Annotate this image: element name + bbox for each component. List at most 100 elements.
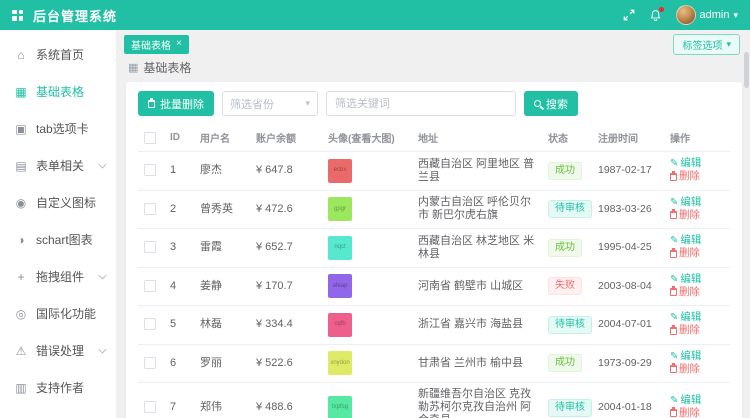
menu-grid-icon[interactable]	[12, 9, 23, 21]
chevron-down-icon	[98, 345, 107, 353]
sidebar-item-label: 拖拽组件	[36, 270, 85, 284]
trash-icon	[670, 363, 677, 373]
col-actions: 操作	[664, 124, 730, 152]
delete-button[interactable]: 删除	[670, 247, 700, 260]
sidebar-item-custom-icon[interactable]: ◉ 自定义图标	[0, 184, 116, 221]
main-area: 基础表格 × 标签选项 ▾ ▦ 基础表格 批量删除 筛选省份 ▾	[116, 30, 750, 418]
sidebar-item-drag[interactable]: + 拖拽组件	[0, 258, 116, 295]
tab-label: 基础表格	[131, 40, 171, 52]
batch-delete-button[interactable]: 批量删除	[138, 91, 214, 116]
avatar-thumbnail[interactable]: txpfsg	[328, 395, 352, 418]
avatar-thumbnail[interactable]: gpgr	[328, 197, 352, 222]
row-checkbox[interactable]	[144, 356, 156, 369]
row-checkbox[interactable]	[144, 318, 156, 331]
select-all-checkbox[interactable]	[144, 131, 156, 144]
table-toolbar: 批量删除 筛选省份 ▾ 搜索	[138, 91, 730, 116]
table-row: 7 郑伟 ¥ 488.6 txpfsg 新疆维吾尔自治区 克孜勒苏柯尔克孜自治州…	[138, 382, 730, 418]
cell-balance: ¥ 647.8	[250, 151, 322, 191]
avatar-thumbnail[interactable]: ecbx	[328, 158, 352, 183]
sidebar-item-basic-table[interactable]: ▦ 基础表格	[0, 73, 116, 110]
pencil-icon: ✎	[670, 312, 679, 323]
delete-button[interactable]: 删除	[670, 209, 700, 222]
search-button[interactable]: 搜索	[524, 91, 578, 116]
keyword-input[interactable]	[326, 91, 516, 116]
sidebar-item-schart[interactable]: ◑ schart图表	[0, 221, 116, 258]
cell-username: 林磊	[194, 305, 250, 345]
sidebar-item-home[interactable]: ⌂ 系统首页	[0, 36, 116, 73]
delete-button[interactable]: 删除	[670, 324, 700, 337]
cell-username: 曾秀英	[194, 190, 250, 229]
trash-icon	[670, 209, 677, 219]
cell-register-date: 1987-02-17	[592, 151, 664, 191]
avatar-thumbnail[interactable]: xnydon	[328, 351, 352, 376]
edit-button[interactable]: ✎ 编辑	[670, 234, 702, 246]
row-checkbox[interactable]	[144, 241, 156, 254]
data-table: ID 用户名 账户余额 头像(查看大图) 地址 状态 注册时间 操作 1 廖杰 …	[138, 124, 730, 418]
cell-register-date: 2004-07-01	[592, 305, 664, 345]
delete-button[interactable]: 删除	[670, 363, 700, 376]
tab-bar: 基础表格 × 标签选项 ▾	[116, 30, 750, 55]
table-row: 2 曾秀英 ¥ 472.6 gpgr 内蒙古自治区 呼伦贝尔市 新巴尔虎右旗 待…	[138, 190, 730, 229]
table-header-row: ID 用户名 账户余额 头像(查看大图) 地址 状态 注册时间 操作	[138, 124, 730, 152]
cell-balance: ¥ 522.6	[250, 344, 322, 383]
row-checkbox[interactable]	[144, 401, 156, 414]
sidebar-item-form[interactable]: ▤ 表单相关	[0, 147, 116, 184]
search-icon	[534, 100, 541, 107]
table-row: 1 廖杰 ¥ 647.8 ecbx 西藏自治区 阿里地区 普兰县 成功 1987…	[138, 151, 730, 191]
tabs-icon: ▣	[15, 121, 27, 136]
fullscreen-icon[interactable]	[623, 9, 635, 21]
edit-button[interactable]: ✎ 编辑	[670, 349, 702, 362]
app-title: 后台管理系统	[33, 8, 118, 24]
province-select[interactable]: 筛选省份 ▾	[222, 91, 318, 116]
table-row: 4 姜静 ¥ 170.7 afeap 河南省 鹤壁市 山城区 失败 2003-0…	[138, 267, 730, 306]
book-icon: ▥	[15, 380, 27, 395]
sidebar-item-donate[interactable]: ▥ 支持作者	[0, 369, 116, 406]
close-icon[interactable]: ×	[176, 38, 182, 49]
edit-button[interactable]: ✎ 编辑	[670, 272, 702, 285]
edit-button[interactable]: ✎ 编辑	[670, 311, 702, 323]
avatar-thumbnail[interactable]: nqct	[328, 235, 352, 260]
search-label: 搜索	[546, 98, 568, 111]
col-balance: 账户余额	[250, 124, 322, 152]
edit-button[interactable]: ✎ 编辑	[670, 195, 702, 208]
avatar-thumbnail[interactable]: afeap	[328, 274, 352, 299]
chevron-down-icon	[98, 160, 107, 168]
table-icon: ▦	[15, 84, 27, 99]
status-badge: 成功	[548, 161, 582, 180]
pencil-icon: ✎	[670, 394, 679, 406]
row-checkbox[interactable]	[144, 279, 156, 292]
row-checkbox[interactable]	[144, 202, 156, 215]
delete-button[interactable]: 删除	[670, 286, 700, 299]
chevron-down-icon: ▾	[726, 38, 731, 49]
sidebar-item-tabs[interactable]: ▣ tab选项卡	[0, 110, 116, 147]
cell-address: 河南省 鹤壁市 山城区	[412, 267, 542, 306]
delete-button[interactable]: 删除	[670, 170, 700, 183]
cell-balance: ¥ 652.7	[250, 228, 322, 268]
edit-button[interactable]: ✎ 编辑	[670, 157, 702, 169]
status-badge: 失败	[548, 277, 582, 296]
pencil-icon: ✎	[670, 196, 679, 208]
home-icon: ⌂	[17, 47, 25, 62]
notification-dot	[658, 6, 664, 12]
username: admin	[699, 9, 730, 21]
delete-button[interactable]: 删除	[670, 407, 700, 418]
cell-balance: ¥ 472.6	[250, 190, 322, 229]
sidebar-item-error[interactable]: ⚠ 错误处理	[0, 332, 116, 369]
tab-basic-table[interactable]: 基础表格 ×	[124, 34, 189, 54]
sidebar-item-label: schart图表	[36, 233, 93, 247]
sidebar-item-i18n[interactable]: ◎ 国际化功能	[0, 295, 116, 332]
sidebar-item-label: 系统首页	[36, 48, 85, 62]
breadcrumb-title: 基础表格	[143, 61, 192, 75]
tag-options-button[interactable]: 标签选项 ▾	[673, 33, 740, 55]
scrollbar-thumb[interactable]	[744, 52, 749, 88]
avatar-thumbnail[interactable]: cqfb	[328, 312, 352, 337]
warning-icon: ⚠	[15, 343, 27, 358]
edit-button[interactable]: ✎ 编辑	[670, 393, 702, 406]
user-menu[interactable]: admin ▾	[675, 5, 738, 25]
row-checkbox[interactable]	[144, 164, 156, 177]
cell-register-date: 1973-09-29	[592, 344, 664, 383]
cell-balance: ¥ 170.7	[250, 267, 322, 306]
cell-username: 雷霞	[194, 228, 250, 268]
bell-icon[interactable]	[649, 6, 664, 22]
globe-icon: ◎	[15, 306, 27, 321]
